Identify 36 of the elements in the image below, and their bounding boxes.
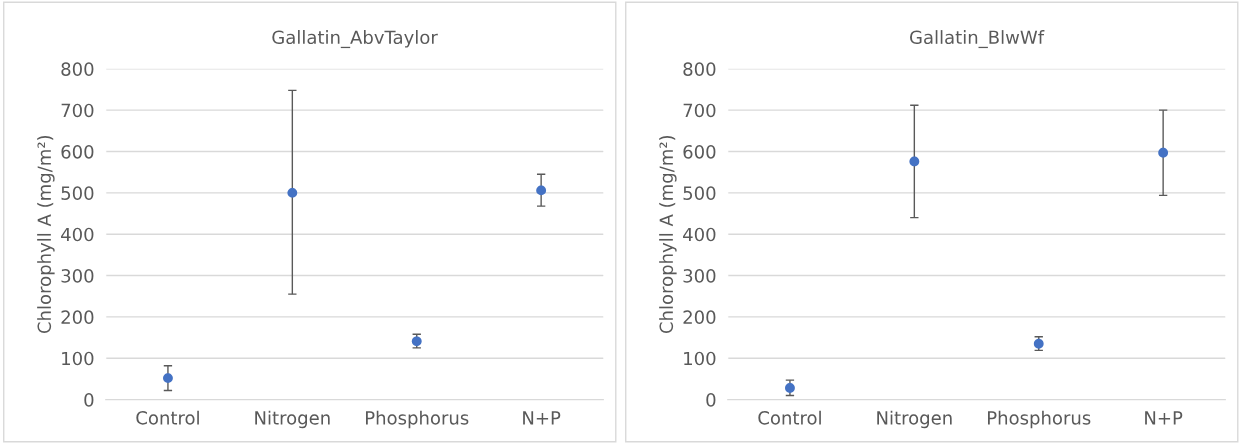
x-tick-label: Nitrogen (255, 410, 330, 429)
point (1158, 147, 1169, 158)
y-tick-label: 300 (683, 269, 716, 283)
y-tick-label: 200 (683, 310, 716, 325)
y-tick-label: 100 (684, 351, 716, 366)
y-tick-label: 700 (61, 103, 94, 118)
point (909, 156, 920, 167)
y-tick-label: 300 (61, 269, 94, 283)
x-tick-label: N+P (523, 411, 561, 425)
point (536, 185, 547, 196)
chart-title: Gallatin_BlwWf (910, 30, 1045, 49)
y-tick-label: 600 (61, 144, 94, 159)
chart-title: Gallatin_AbvTaylor (272, 30, 438, 49)
y-axis-title: Chlorophyll A (mg/m²) (37, 135, 55, 334)
y-tick-label: 400 (683, 227, 716, 242)
x-tick-label: Nitrogen (877, 410, 952, 429)
x-tick-label: Phosphorus (366, 410, 469, 429)
x-tick-label: Control (136, 410, 199, 425)
y-tick-label: 400 (61, 227, 94, 242)
y-tick-label: 700 (683, 103, 716, 118)
y-tick-label: 800 (61, 62, 94, 76)
x-tick-label: N+P (1145, 411, 1183, 425)
y-tick-label: 500 (61, 186, 94, 200)
point (287, 187, 298, 198)
y-tick-label: 600 (683, 144, 716, 159)
x-tick-label: Phosphorus (988, 410, 1091, 429)
y-tick-label: 200 (61, 310, 94, 325)
y-tick-label: 0 (84, 393, 94, 407)
y-tick-label: 500 (683, 186, 716, 200)
x-tick-label: Control (758, 410, 821, 425)
y-tick-label: 0 (706, 393, 716, 407)
y-tick-label: 100 (62, 351, 94, 366)
point (163, 373, 173, 384)
point (785, 383, 795, 393)
y-axis-title: Chlorophyll A (mg/m²) (659, 135, 677, 334)
y-tick-label: 800 (683, 62, 716, 76)
